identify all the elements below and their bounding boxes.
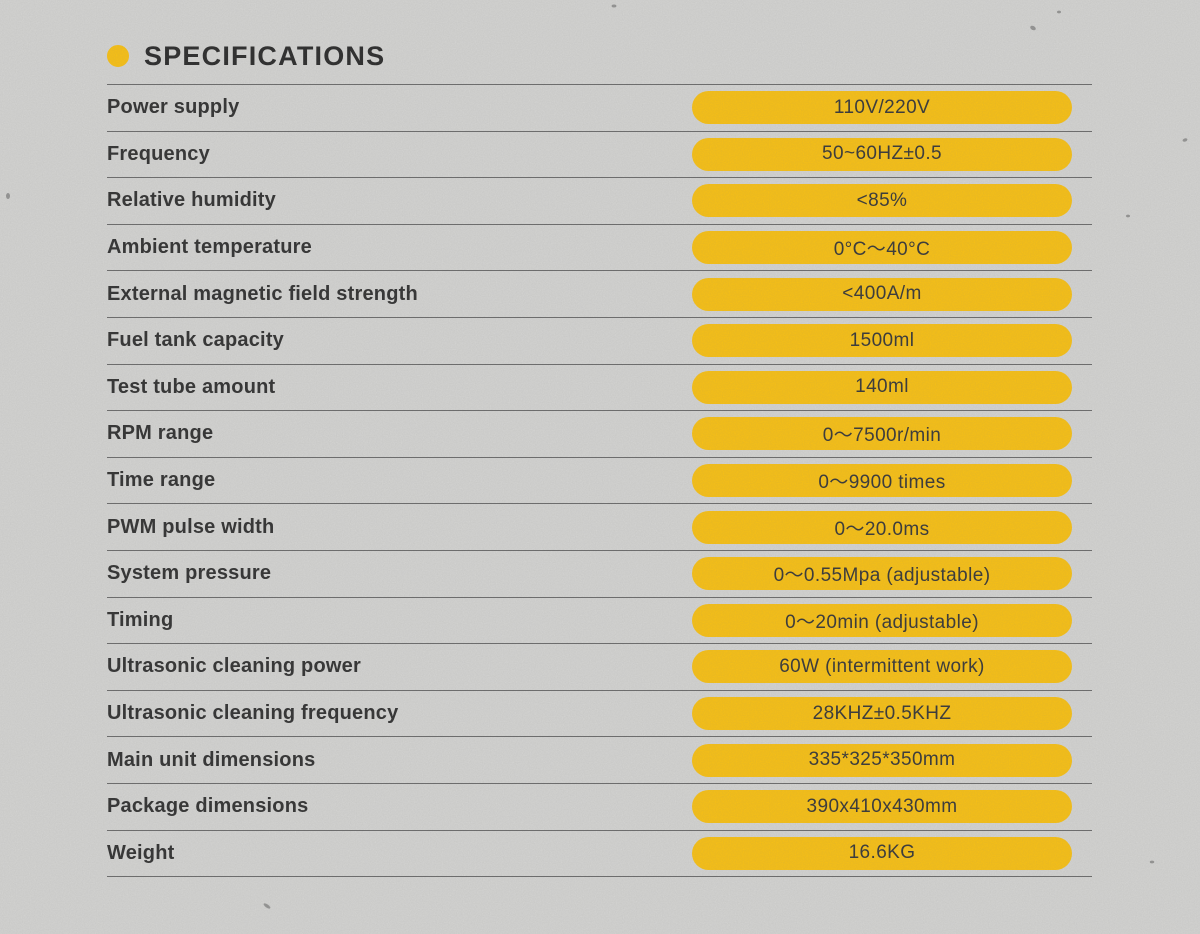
- spec-label: Main unit dimensions: [107, 748, 316, 771]
- spec-row: Package dimensions 390x410x430mm: [107, 784, 1092, 831]
- spec-row: Ultrasonic cleaning frequency 28KHZ±0.5K…: [107, 691, 1092, 738]
- spec-row: Fuel tank capacity 1500ml: [107, 318, 1092, 365]
- spec-label: PWM pulse width: [107, 515, 275, 538]
- spec-value: 0～20min (adjustable): [785, 611, 979, 633]
- spec-header: SPECIFICATIONS: [107, 0, 1092, 85]
- spec-row: Main unit dimensions 335*325*350mm: [107, 737, 1092, 784]
- spec-row: Frequency 50~60HZ±0.5: [107, 132, 1092, 179]
- spec-row: Timing 0～20min (adjustable): [107, 598, 1092, 645]
- spec-value-pill: 0～0.55Mpa (adjustable): [692, 557, 1072, 591]
- spec-value: 110V/220V: [833, 96, 931, 118]
- spec-value-pill: 335*325*350mm: [692, 743, 1072, 777]
- page-title: SPECIFICATIONS: [144, 40, 386, 71]
- spec-label: Relative humidity: [107, 189, 276, 212]
- spec-value: 16.6KG: [848, 842, 916, 864]
- ring-icon: [107, 45, 129, 67]
- spec-value: 1500ml: [849, 329, 915, 351]
- spec-value: 140ml: [855, 376, 909, 398]
- spec-row: System pressure 0～0.55Mpa (adjustable): [107, 551, 1092, 598]
- spec-value: 335*325*350mm: [808, 749, 956, 771]
- spec-value-pill: 0～7500r/min: [692, 417, 1072, 451]
- spec-value: 28KHZ±0.5KHZ: [812, 702, 952, 724]
- spec-value-pill: 1500ml: [692, 324, 1072, 358]
- spec-label: Power supply: [107, 96, 240, 119]
- spec-label: System pressure: [107, 562, 272, 585]
- spec-value-pill: 16.6KG: [692, 836, 1072, 870]
- spec-value: 390x410x430mm: [806, 795, 958, 817]
- spec-value-pill: 390x410x430mm: [692, 790, 1072, 824]
- spec-row: Test tube amount 140ml: [107, 365, 1092, 412]
- spec-label: Test tube amount: [107, 375, 276, 398]
- spec-value: 0～7500r/min: [822, 425, 942, 447]
- spec-row: PWM pulse width 0～20.0ms: [107, 504, 1092, 551]
- spec-value-pill: <400A/m: [692, 277, 1072, 311]
- spec-value-pill: <85%: [692, 184, 1072, 218]
- spec-value-pill: 60W (intermittent work): [692, 650, 1072, 684]
- spec-label: Ultrasonic cleaning power: [107, 655, 361, 678]
- spec-row: RPM range 0～7500r/min: [107, 411, 1092, 458]
- spec-value-pill: 140ml: [692, 370, 1072, 404]
- spec-label: Frequency: [107, 142, 210, 165]
- spec-value-pill: 0～9900 times: [692, 464, 1072, 498]
- spec-row: External magnetic field strength <400A/m: [107, 271, 1092, 318]
- spec-value: 0～0.55Mpa (adjustable): [773, 565, 991, 587]
- spec-row: Time range 0～9900 times: [107, 458, 1092, 505]
- spec-value: 0～20.0ms: [834, 518, 930, 540]
- spec-value-pill: 50~60HZ±0.5: [692, 137, 1072, 171]
- spec-value-pill: 28KHZ±0.5KHZ: [692, 697, 1072, 731]
- spec-label: RPM range: [107, 422, 214, 445]
- spec-label: Weight: [107, 841, 175, 864]
- spec-label: Time range: [107, 469, 216, 492]
- spec-value: 50~60HZ±0.5: [822, 143, 942, 165]
- spec-value-pill: 0～20.0ms: [692, 510, 1072, 544]
- spec-label: Package dimensions: [107, 795, 309, 818]
- spec-sheet: SPECIFICATIONS Power supply 110V/220V Fr…: [107, 0, 1092, 878]
- spec-row: Ultrasonic cleaning power 60W (intermitt…: [107, 644, 1092, 691]
- spec-label: Ambient temperature: [107, 236, 312, 259]
- spec-row: Ambient temperature 0°C～40°C: [107, 225, 1092, 272]
- spec-value: <400A/m: [842, 283, 922, 305]
- spec-table: Power supply 110V/220V Frequency 50~60HZ…: [107, 85, 1092, 878]
- spec-value-pill: 0°C～40°C: [692, 231, 1072, 265]
- spec-value-pill: 110V/220V: [692, 91, 1072, 125]
- spec-label: Timing: [107, 608, 174, 631]
- spec-value: 0～9900 times: [818, 472, 946, 494]
- spec-label: Ultrasonic cleaning frequency: [107, 702, 399, 725]
- spec-row: Weight 16.6KG: [107, 831, 1092, 878]
- spec-value: <85%: [856, 189, 908, 211]
- spec-row: Relative humidity <85%: [107, 178, 1092, 225]
- spec-value: 60W (intermittent work): [779, 655, 985, 677]
- spec-value-pill: 0～20min (adjustable): [692, 603, 1072, 637]
- spec-value: 0°C～40°C: [833, 239, 931, 261]
- spec-label: External magnetic field strength: [107, 282, 418, 305]
- spec-label: Fuel tank capacity: [107, 329, 284, 352]
- spec-row: Power supply 110V/220V: [107, 85, 1092, 132]
